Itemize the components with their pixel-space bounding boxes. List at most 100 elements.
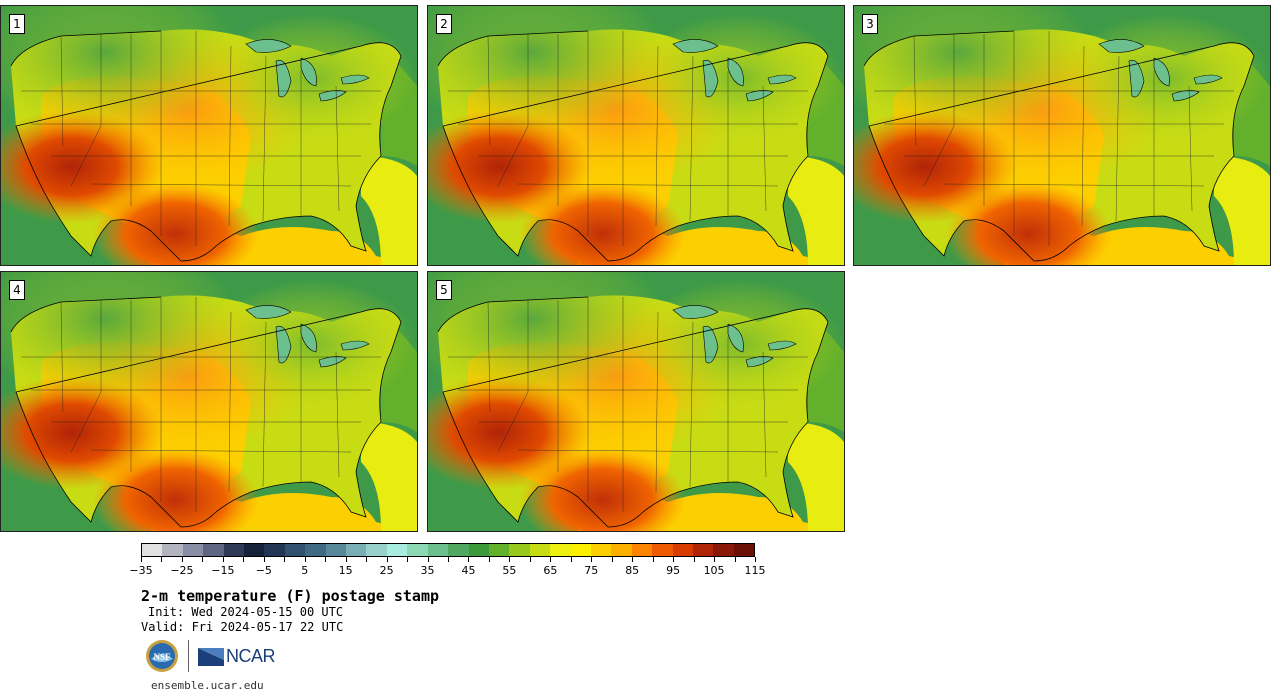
colorbar-swatch — [611, 544, 632, 556]
colorbar-tick — [734, 557, 736, 562]
colorbar-tick — [202, 557, 204, 562]
colorbar-tick-label: 85 — [625, 564, 640, 577]
colorbar-swatch — [284, 544, 306, 556]
colorbar-labels: −35 −25 −15 −5 5 15 25 35 45 55 65 75 85 95 105 115 — [129, 564, 765, 578]
colorbar-swatch — [407, 544, 428, 556]
us-temperature-map — [1, 272, 417, 531]
colorbar-swatch — [550, 544, 571, 556]
site-url: ensemble.ucar.edu — [151, 679, 264, 692]
colorbar-tick-label: 55 — [502, 564, 517, 577]
colorbar-tick-label: −15 — [211, 564, 235, 577]
colorbar-swatch — [142, 544, 163, 556]
us-temperature-map — [428, 6, 844, 265]
colorbar-tick-label: 115 — [744, 564, 766, 577]
postage-stamp-map-3: 3 — [853, 5, 1271, 266]
logo-divider — [188, 640, 189, 672]
colorbar-swatch — [305, 544, 326, 556]
colorbar-swatch — [346, 544, 367, 556]
colorbar-tick — [591, 557, 593, 562]
colorbar-tick — [632, 557, 634, 562]
postage-stamp-map-4: 4 — [0, 271, 418, 532]
colorbar-tick-label: −35 — [129, 564, 153, 577]
colorbar-swatch — [468, 544, 489, 556]
colorbar-tick-label: 25 — [379, 564, 394, 577]
stamp-number-label: 3 — [862, 14, 878, 34]
colorbar-tick-label: −5 — [255, 564, 272, 577]
colorbar-tick — [529, 557, 531, 562]
colorbar-tick — [652, 557, 654, 562]
colorbar-tick — [570, 557, 572, 562]
colorbar-tick — [550, 557, 552, 562]
colorbar-swatch — [733, 544, 755, 556]
colorbar-swatch — [672, 544, 693, 556]
colorbar-swatch — [529, 544, 551, 556]
colorbar-tick — [304, 557, 306, 562]
stamp-number-label: 2 — [436, 14, 452, 34]
colorbar-swatch — [692, 544, 714, 556]
ncar-logo-icon — [198, 648, 224, 666]
colorbar-swatch — [652, 544, 673, 556]
valid-time: Valid: Fri 2024-05-17 22 UTC — [141, 620, 344, 634]
colorbar-swatch — [713, 544, 734, 556]
colorbar-swatch — [631, 544, 653, 556]
colorbar-tick — [693, 557, 695, 562]
colorbar-swatch — [366, 544, 387, 556]
colorbar-tick-label: 15 — [338, 564, 353, 577]
colorbar-tick — [427, 557, 429, 562]
svg-text:NSF: NSF — [153, 652, 171, 662]
colorbar-swatch — [203, 544, 224, 556]
colorbar-tick-label: 5 — [301, 564, 309, 577]
stamp-number-label: 1 — [9, 14, 25, 34]
logos: NSF NCAR — [145, 638, 276, 674]
colorbar-tick — [448, 557, 449, 562]
us-temperature-map — [428, 272, 844, 531]
colorbar-ticks — [141, 557, 756, 563]
colorbar-tick-label: 65 — [543, 564, 558, 577]
colorbar-tick — [161, 557, 163, 562]
ncar-logo: NCAR — [198, 645, 276, 667]
colorbar-swatch — [386, 544, 408, 556]
colorbar-tick — [141, 557, 142, 562]
colorbar-tick — [181, 557, 183, 562]
init-time: Init: Wed 2024-05-15 00 UTC — [148, 605, 344, 619]
colorbar-tick — [673, 557, 675, 562]
colorbar-tick-label: 75 — [584, 564, 599, 577]
colorbar-tick — [386, 557, 388, 562]
colorbar-tick — [243, 557, 245, 562]
colorbar-tick-label: 45 — [461, 564, 476, 577]
colorbar-tick — [345, 557, 347, 562]
colorbar-tick — [611, 557, 613, 562]
colorbar-swatch — [509, 544, 530, 556]
colorbar-swatch — [448, 544, 469, 556]
colorbar-swatch — [244, 544, 265, 556]
colorbar-tick — [284, 557, 286, 562]
us-temperature-map — [854, 6, 1270, 265]
nsf-logo-icon: NSF — [146, 640, 178, 672]
postage-stamp-map-5: 5 — [427, 271, 845, 532]
page-title: 2-m temperature (F) postage stamp — [141, 587, 440, 605]
colorbar-swatch — [488, 544, 510, 556]
postage-stamp-map-2: 2 — [427, 5, 845, 266]
colorbar-tick — [509, 557, 511, 562]
colorbar-tick — [407, 557, 409, 562]
colorbar-swatch — [427, 544, 449, 556]
colorbar-tick — [263, 557, 265, 562]
temperature-colorbar — [141, 543, 755, 557]
colorbar-tick-label: 35 — [420, 564, 435, 577]
us-temperature-map — [1, 6, 417, 265]
colorbar-tick-label: 95 — [666, 564, 681, 577]
colorbar-tick — [468, 557, 470, 562]
stamp-number-label: 4 — [9, 280, 25, 300]
ncar-logo-text: NCAR — [226, 645, 276, 666]
colorbar-swatch — [162, 544, 183, 556]
colorbar-tick-label: −25 — [170, 564, 194, 577]
colorbar-swatch — [570, 544, 591, 556]
colorbar-tick — [366, 557, 368, 562]
stamp-number-label: 5 — [436, 280, 452, 300]
colorbar-swatch — [264, 544, 285, 556]
colorbar-swatch — [590, 544, 612, 556]
colorbar-tick — [222, 557, 224, 562]
colorbar-tick — [714, 557, 716, 562]
colorbar-swatch — [223, 544, 245, 556]
colorbar-tick — [325, 557, 327, 562]
